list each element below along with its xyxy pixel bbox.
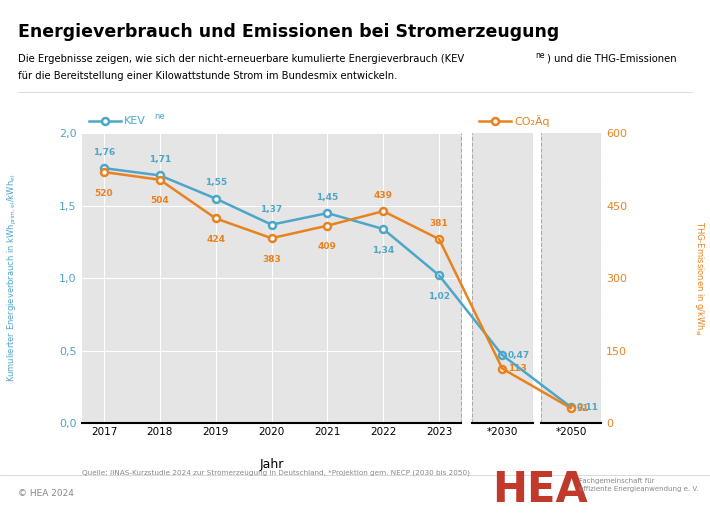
Text: 409: 409 xyxy=(318,242,337,251)
Text: 381: 381 xyxy=(430,219,449,228)
Text: 1,02: 1,02 xyxy=(428,292,450,301)
Text: 520: 520 xyxy=(94,189,114,198)
Text: ne: ne xyxy=(535,51,545,61)
Text: 113: 113 xyxy=(508,364,527,373)
Text: 504: 504 xyxy=(151,196,169,205)
Text: Jahr: Jahr xyxy=(259,458,284,471)
Text: 0,47: 0,47 xyxy=(508,350,530,360)
Text: 439: 439 xyxy=(373,191,393,200)
Text: © HEA 2024: © HEA 2024 xyxy=(18,489,74,498)
Text: Kumulierter Energieverbrauch in kWh$_{\mathregular{prim,el}}$/kWh$_{\mathregular: Kumulierter Energieverbrauch in kWh$_{\m… xyxy=(6,174,19,382)
Text: 1,37: 1,37 xyxy=(261,205,283,213)
Text: 1,71: 1,71 xyxy=(148,155,171,164)
Text: ) und die THG-Emissionen: ) und die THG-Emissionen xyxy=(547,54,677,64)
Text: 1,76: 1,76 xyxy=(93,148,115,157)
Text: HEA: HEA xyxy=(492,469,587,511)
Text: 1,55: 1,55 xyxy=(204,179,226,187)
Text: 424: 424 xyxy=(206,235,225,244)
Text: THG-Emissionen in g/kWh$_{\mathregular{el}}$: THG-Emissionen in g/kWh$_{\mathregular{e… xyxy=(693,221,706,336)
Text: CO₂Äq: CO₂Äq xyxy=(515,114,550,127)
Text: KEV: KEV xyxy=(124,115,146,126)
Text: 31: 31 xyxy=(577,404,589,413)
Text: Die Ergebnisse zeigen, wie sich der nicht-erneuerbare kumulierte Energieverbrauc: Die Ergebnisse zeigen, wie sich der nich… xyxy=(18,54,464,64)
Text: ne: ne xyxy=(154,112,165,121)
Text: Energieverbrauch und Emissionen bei Stromerzeugung: Energieverbrauch und Emissionen bei Stro… xyxy=(18,23,559,41)
Text: 1,34: 1,34 xyxy=(372,246,395,254)
Text: Fachgemeinschaft für
effiziente Energieanwendung e. V.: Fachgemeinschaft für effiziente Energiea… xyxy=(579,478,698,492)
Text: 383: 383 xyxy=(262,255,281,264)
Text: für die Bereitstellung einer Kilowattstunde Strom im Bundesmix entwickeln.: für die Bereitstellung einer Kilowattstu… xyxy=(18,71,397,81)
Text: 0,11: 0,11 xyxy=(577,403,599,412)
Text: 1,45: 1,45 xyxy=(317,193,339,202)
Text: Quelle: IINAS-Kurzstudie 2024 zur Stromerzeugung in Deutschland, *Projektion gem: Quelle: IINAS-Kurzstudie 2024 zur Strome… xyxy=(82,469,469,476)
